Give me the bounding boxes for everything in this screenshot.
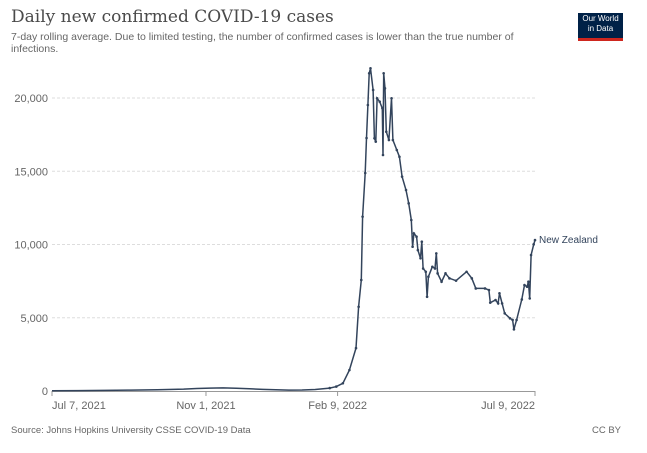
data-point [525, 285, 529, 288]
data-point [419, 256, 422, 260]
data-point [348, 368, 351, 372]
y-tick-label: 15,000 [14, 166, 48, 178]
x-tick-label: Jul 9, 2022 [481, 400, 535, 412]
data-point [483, 287, 487, 290]
data-point [375, 96, 379, 100]
data-point [416, 248, 420, 252]
data-point [474, 287, 478, 290]
source-note[interactable]: Source: Johns Hopkins University CSSE CO… [11, 425, 251, 436]
data-point [529, 253, 533, 257]
data-point [503, 312, 507, 315]
x-tick-label: Jul 7, 2021 [52, 400, 106, 412]
data-point [433, 267, 437, 270]
data-point [532, 243, 535, 246]
y-tick-label: 20,000 [14, 93, 48, 105]
data-point [390, 96, 393, 100]
series-line-new-zealand [51, 68, 536, 392]
data-point [366, 103, 370, 107]
data-point [409, 218, 413, 222]
license-link[interactable]: CC BY [591, 425, 621, 436]
y-tick-label: 5,000 [20, 313, 48, 325]
data-point [334, 385, 338, 388]
data-point [361, 215, 364, 218]
data-point [520, 298, 524, 301]
data-point [494, 298, 497, 302]
data-point [434, 252, 438, 255]
data-point [420, 240, 424, 244]
data-point [454, 279, 458, 282]
y-tick-label: 0 [42, 386, 48, 398]
data-point [371, 88, 375, 92]
chart-title: Daily new confirmed COVID-19 cases [11, 7, 334, 27]
data-point [404, 188, 408, 192]
y-tick-label: 10,000 [14, 240, 48, 252]
data-point [341, 382, 345, 385]
x-tick-label: Nov 1, 2021 [176, 400, 235, 412]
data-point [470, 277, 474, 280]
data-point [363, 171, 367, 175]
data-point [444, 272, 447, 275]
data-point [400, 175, 404, 178]
data-point [383, 87, 387, 90]
data-point [412, 232, 416, 235]
x-tick-label: Feb 9, 2022 [308, 400, 367, 412]
data-point [427, 275, 430, 279]
data-point [378, 100, 382, 103]
data-point [448, 277, 451, 280]
data-point [387, 138, 391, 142]
data-point [359, 278, 363, 282]
series-label: New Zealand [539, 235, 598, 246]
data-point [498, 291, 501, 295]
data-point [465, 270, 468, 274]
data-point [533, 238, 537, 242]
data-point [384, 130, 388, 133]
data-point [398, 155, 401, 159]
data-point [496, 302, 500, 305]
data-point [527, 280, 530, 284]
data-point [523, 283, 526, 287]
chart-subtitle: 7-day rolling average. Due to limited te… [11, 31, 514, 55]
data-point [381, 153, 385, 157]
data-point [391, 138, 395, 142]
data-point [421, 267, 425, 270]
data-point [487, 288, 491, 292]
data-point [425, 295, 429, 299]
data-point [488, 301, 492, 304]
logo-line-2: in Data [587, 24, 614, 33]
data-point [528, 297, 532, 300]
data-point [508, 317, 512, 320]
data-point [415, 235, 418, 239]
data-point [328, 386, 331, 390]
data-point [407, 202, 410, 205]
data-point [395, 148, 399, 152]
owid-logo[interactable]: Our World in Data [578, 13, 623, 41]
data-point [500, 302, 504, 305]
data-point [512, 328, 516, 331]
logo-line-1: Our World [582, 14, 619, 23]
data-point [431, 265, 434, 269]
data-point [436, 272, 439, 275]
data-point [511, 318, 514, 322]
data-point [382, 71, 385, 75]
data-point [373, 136, 376, 140]
data-point [424, 270, 428, 274]
data-point [515, 318, 518, 322]
data-point [357, 305, 360, 309]
data-point [367, 71, 371, 75]
data-point [369, 66, 372, 70]
data-point [381, 106, 384, 110]
data-point [440, 280, 443, 284]
data-point [374, 140, 378, 143]
data-point [411, 245, 414, 248]
data-point [365, 136, 368, 140]
data-point [354, 346, 358, 350]
